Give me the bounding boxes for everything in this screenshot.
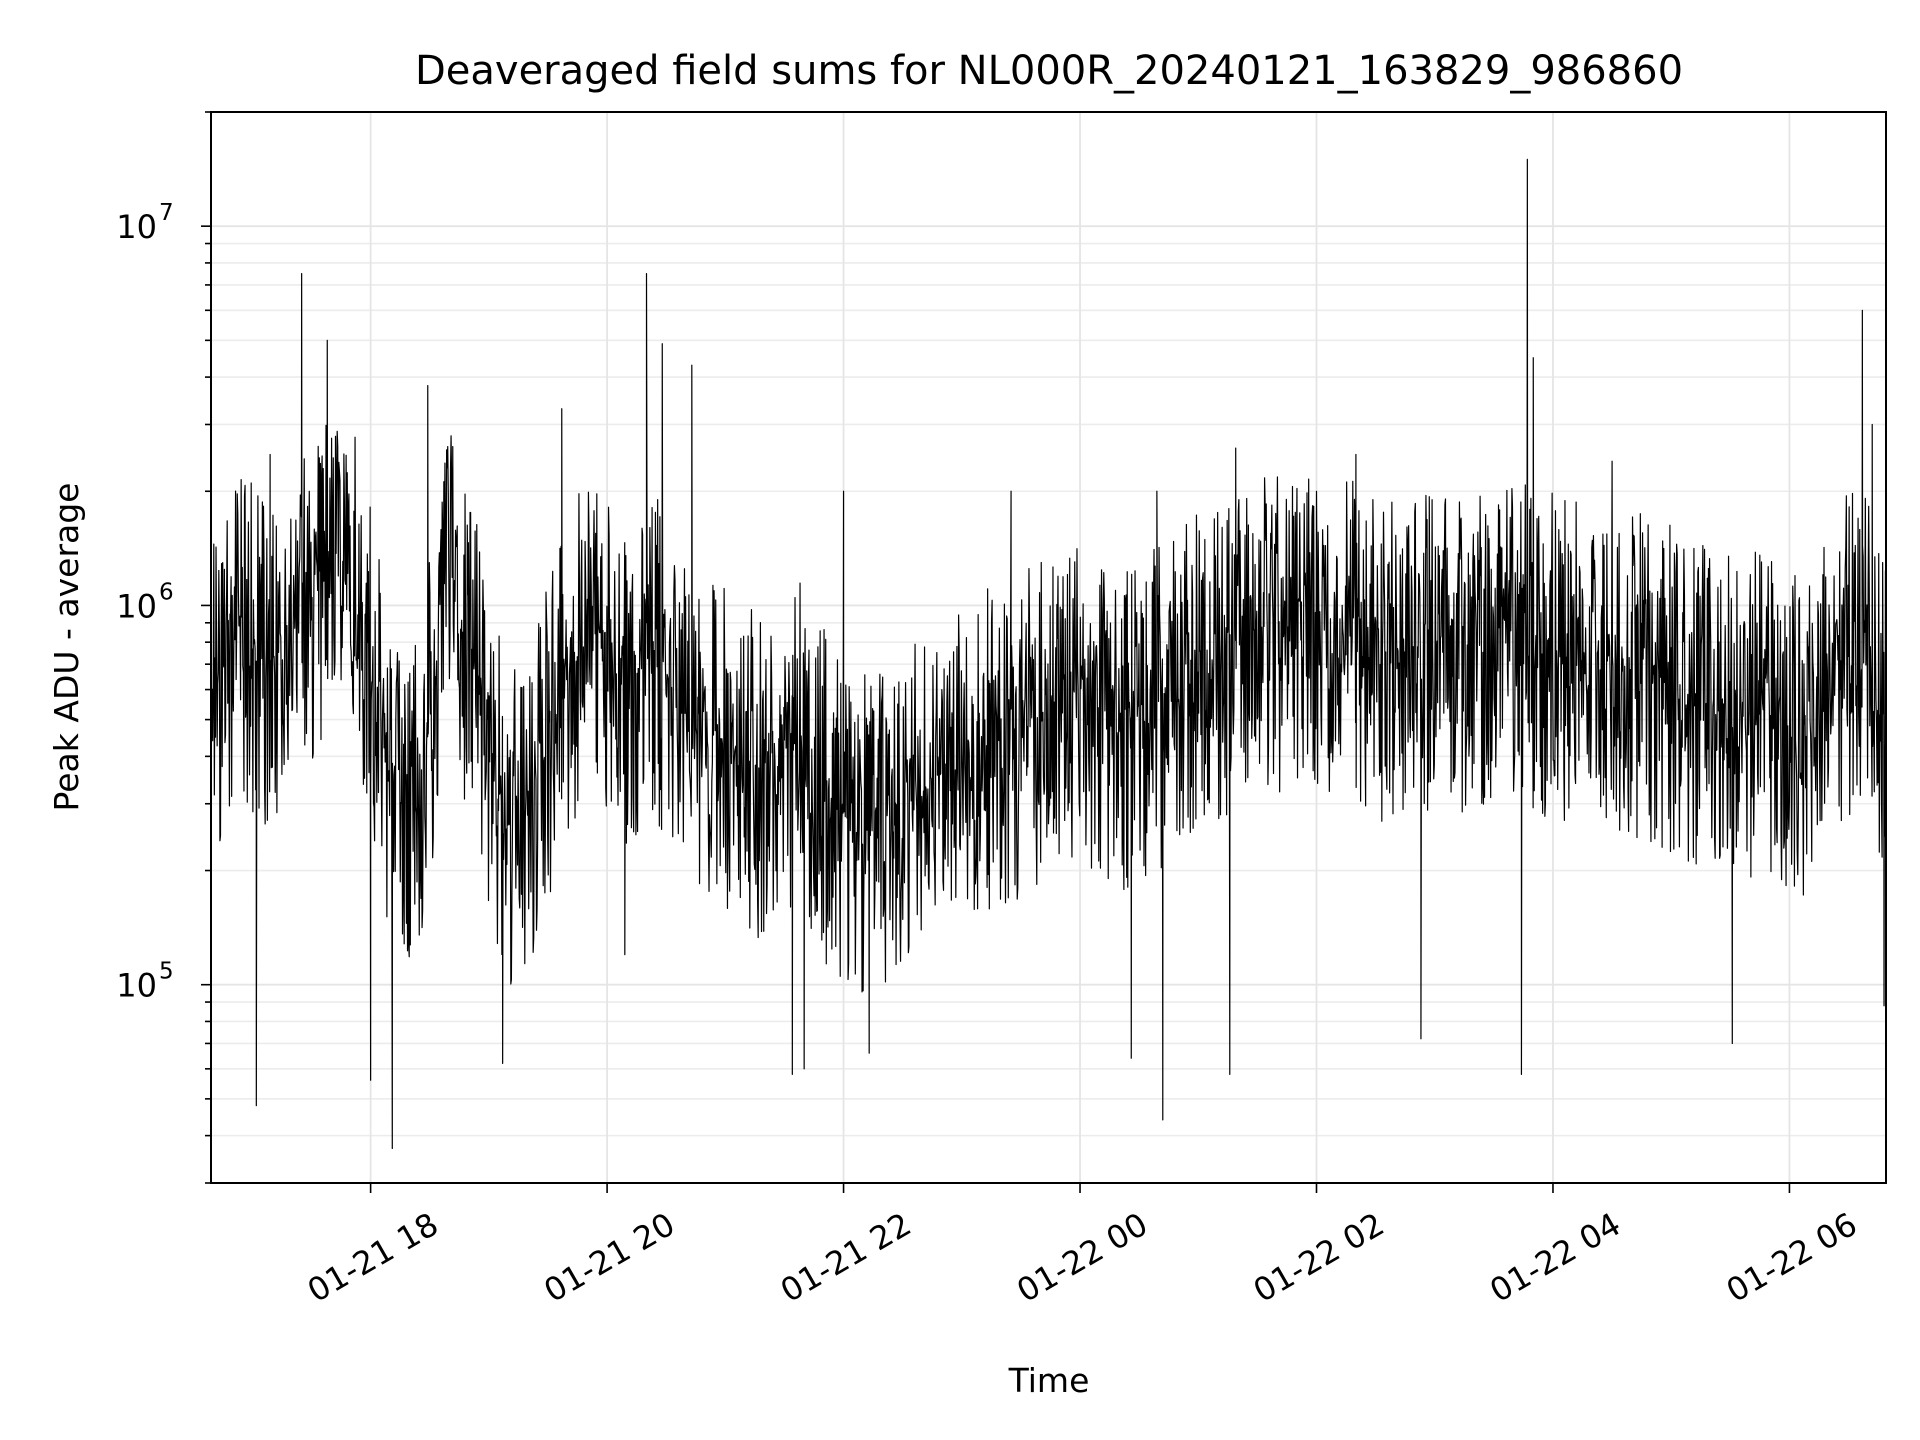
y-tick-label: 10 (116, 967, 157, 1005)
x-tick-label: 01-22 02 (1247, 1205, 1391, 1310)
y-tick-label: 10 (116, 587, 157, 625)
x-tick-label: 01-22 04 (1483, 1205, 1627, 1310)
x-tick-label: 01-21 20 (537, 1205, 681, 1310)
x-tick-label: 01-22 00 (1010, 1205, 1154, 1310)
y-tick-exponent: 6 (159, 579, 174, 605)
series-line (210, 158, 1887, 1150)
y-tick-exponent: 7 (159, 200, 174, 226)
y-tick-exponent: 5 (159, 959, 174, 985)
x-tick-label: 01-22 06 (1720, 1205, 1864, 1310)
x-tick-label: 01-21 22 (774, 1205, 918, 1310)
y-tick-label: 10 (116, 208, 157, 246)
chart-title: Deaveraged field sums for NL000R_2024012… (415, 48, 1683, 94)
plot-frame (210, 111, 1887, 1184)
y-axis-label: Peak ADU - average (47, 483, 86, 812)
series-layer (210, 158, 1887, 1150)
x-axis-label: Time (1008, 1361, 1090, 1400)
x-tick-label: 01-21 18 (301, 1205, 445, 1310)
